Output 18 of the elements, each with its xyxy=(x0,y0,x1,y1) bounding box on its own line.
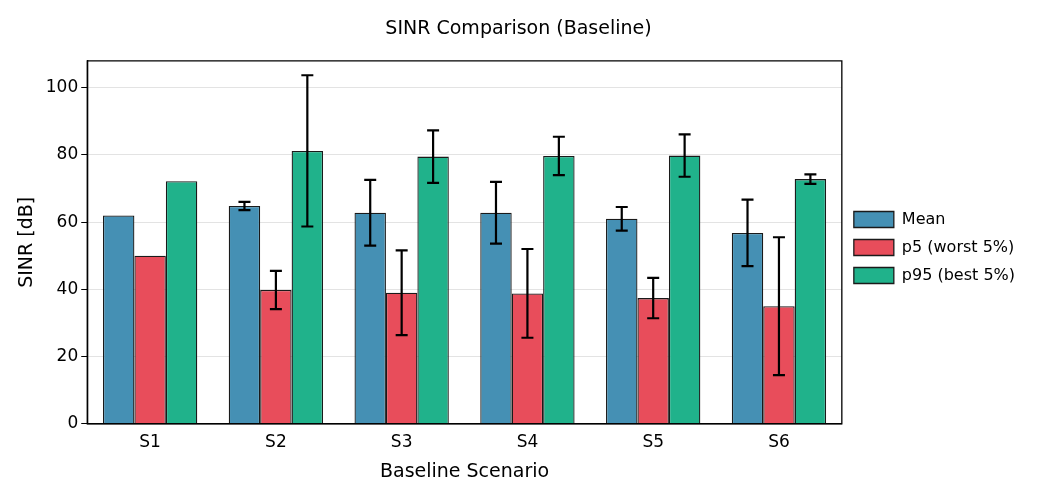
x-tick-label: S3 xyxy=(390,431,413,452)
legend-label: p5 (worst 5%) xyxy=(901,236,1015,256)
y-tick-label: 80 xyxy=(56,143,79,164)
y-tick-label: 100 xyxy=(45,76,79,97)
x-tick-label: S2 xyxy=(265,431,287,452)
x-tick-label: S4 xyxy=(516,431,539,452)
legend-label: p95 (best 5%) xyxy=(901,264,1016,284)
y-tick-label: 20 xyxy=(56,345,79,365)
chart-title: SINR Comparison (Baseline) xyxy=(385,16,652,39)
x-tick-label: S5 xyxy=(642,431,664,452)
x-tick-label: S1 xyxy=(139,431,161,452)
x-axis-title: Baseline Scenario xyxy=(379,458,550,481)
legend-label: Mean xyxy=(901,208,946,228)
y-tick-label: 0 xyxy=(67,412,79,433)
y-tick-label: 40 xyxy=(56,277,79,298)
y-tick-label: 60 xyxy=(56,210,79,231)
y-axis-title: SINR [dB] xyxy=(14,196,37,288)
x-tick-label: S6 xyxy=(768,431,790,452)
